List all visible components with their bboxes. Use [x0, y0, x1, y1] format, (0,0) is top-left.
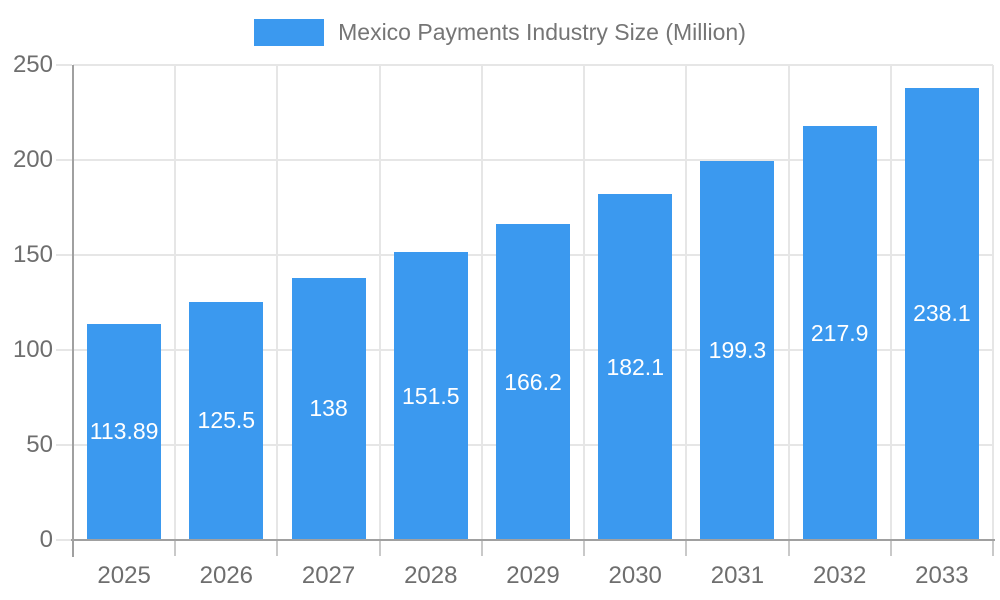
x-axis-tick — [685, 540, 688, 556]
gridline-horizontal — [73, 64, 993, 66]
y-axis-tick — [56, 444, 72, 446]
y-axis-tick — [56, 349, 72, 351]
y-axis-label: 100 — [12, 336, 53, 363]
y-axis-label: 150 — [12, 241, 53, 268]
bar-value-label: 182.1 — [606, 353, 664, 380]
x-axis-line — [71, 539, 995, 541]
bar[interactable]: 125.5 — [189, 301, 264, 540]
gridline-vertical — [992, 65, 994, 540]
y-axis-tick — [56, 64, 72, 66]
x-axis-tick — [787, 540, 790, 556]
bar[interactable]: 217.9 — [802, 126, 877, 540]
bar-value-label: 217.9 — [810, 319, 869, 346]
bar-value-label: 238.1 — [913, 300, 971, 327]
y-axis-line — [72, 65, 74, 557]
y-axis-label: 50 — [26, 431, 53, 458]
bar-value-label: 151.5 — [401, 382, 460, 409]
x-axis-label: 2027 — [301, 562, 356, 589]
x-axis-tick — [276, 540, 279, 556]
bar-value-label: 166.2 — [504, 368, 562, 395]
x-axis-tick — [378, 540, 381, 556]
x-axis-label: 2026 — [199, 562, 254, 589]
x-axis-tick — [992, 540, 994, 556]
y-axis-tick — [56, 159, 72, 161]
bar-value-label: 138 — [309, 395, 348, 422]
y-axis-label: 250 — [12, 51, 53, 78]
gridline-vertical — [174, 65, 177, 540]
y-axis-tick — [56, 539, 72, 541]
x-axis-label: 2033 — [915, 562, 969, 589]
x-axis-label: 2031 — [710, 562, 765, 589]
x-axis-tick — [174, 540, 177, 556]
bar[interactable]: 113.89 — [87, 323, 162, 540]
bar[interactable]: 199.3 — [700, 161, 775, 540]
bar[interactable]: 238.1 — [904, 87, 979, 540]
x-axis-tick — [583, 540, 586, 556]
plot-area: 0 50 100 150 200 250 113.89 125.5 138 151.5 166.2 1… — [13, 51, 995, 589]
x-axis-label: 2029 — [506, 562, 560, 589]
x-axis-label: 2028 — [404, 562, 458, 589]
x-axis-label: 2032 — [812, 562, 867, 589]
legend-label: Mexico Payments Industry Size (Million) — [338, 18, 746, 45]
x-axis-tick — [889, 540, 892, 556]
gridline-vertical — [276, 65, 279, 540]
x-axis-label: 2025 — [97, 562, 151, 589]
legend[interactable]: Mexico Payments Industry Size (Million) — [0, 17, 1000, 47]
y-axis-label: 200 — [12, 146, 53, 173]
y-axis-tick — [56, 254, 72, 256]
gridline-vertical — [787, 65, 790, 540]
gridline-vertical — [583, 65, 586, 540]
gridline-vertical — [889, 65, 892, 540]
bar-value-label: 113.89 — [89, 418, 159, 445]
gridline-vertical — [480, 65, 483, 540]
bar[interactable]: 182.1 — [598, 194, 673, 540]
legend-swatch — [254, 18, 325, 46]
bar[interactable]: 138 — [291, 277, 366, 540]
x-axis-label: 2030 — [608, 562, 662, 589]
gridline-vertical — [685, 65, 688, 540]
x-axis-tick — [480, 540, 483, 556]
gridline-vertical — [378, 65, 381, 540]
bar-value-label: 199.3 — [708, 337, 767, 364]
gridline-horizontal — [73, 159, 993, 161]
y-axis-label: 0 — [39, 526, 53, 553]
bar[interactable]: 166.2 — [496, 224, 570, 540]
bar[interactable]: 151.5 — [393, 252, 468, 540]
bar-value-label: 125.5 — [197, 407, 256, 434]
